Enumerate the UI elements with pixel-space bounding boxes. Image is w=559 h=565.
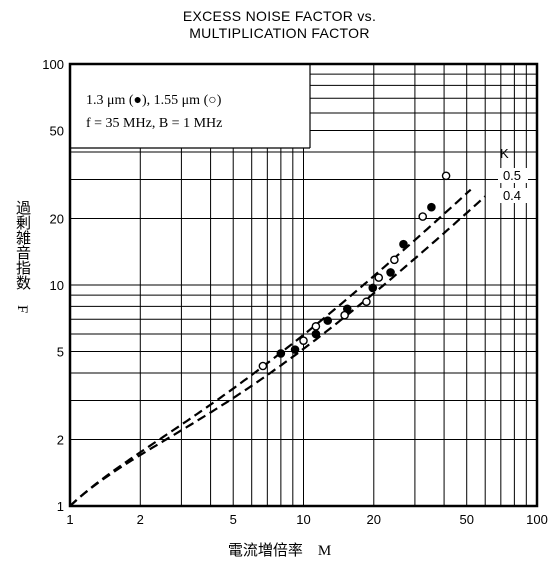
data-point-open	[374, 273, 384, 282]
legend-line2: f = 35 MHz, B = 1 MHz	[86, 116, 222, 131]
x-tick-label: 100	[526, 512, 548, 527]
data-point-open	[418, 212, 428, 221]
data-point-open	[362, 297, 371, 307]
data-point-filled	[368, 283, 378, 293]
x-tick-label: 50	[459, 512, 473, 527]
y-tick-label: 50	[50, 124, 64, 139]
y-tick-label: 2	[57, 432, 64, 447]
theory-curve-0-5	[69, 188, 472, 507]
data-point-filled	[323, 316, 333, 325]
data-point-open	[390, 255, 399, 265]
data-point-filled	[399, 239, 408, 249]
theory-curve-0-4	[69, 195, 486, 507]
y-tick-label: 10	[50, 278, 64, 293]
x-axis-label: 電流増倍率 M	[227, 543, 332, 559]
curve-label-bg	[498, 188, 528, 203]
y-tick-label: 20	[50, 211, 64, 226]
curve-label-0-4: 0.4	[503, 188, 521, 203]
x-tick-label: 5	[230, 512, 237, 527]
data-point-filled	[276, 349, 286, 358]
y-tick-label: 100	[42, 57, 64, 72]
data-point-filled	[386, 268, 395, 277]
data-point-open	[258, 361, 268, 371]
data-point-filled	[427, 202, 436, 212]
plot-frame	[68, 62, 539, 508]
data-point-open	[340, 310, 349, 320]
curve-header-label: K	[500, 146, 509, 161]
curve-label-0-5: 0.5	[503, 168, 521, 183]
data-point-open	[299, 336, 308, 345]
curve-label-bg	[498, 168, 528, 183]
x-tick-label: 2	[137, 512, 144, 527]
y-tick-label: 5	[57, 345, 64, 360]
x-tick-label: 20	[367, 512, 381, 527]
data-point-open	[311, 322, 321, 331]
x-tick-label: 10	[296, 512, 310, 527]
y-tick-label: 1	[57, 499, 64, 514]
data-point-filled	[290, 345, 300, 354]
x-tick-label: 1	[66, 512, 73, 527]
data-point-filled	[311, 329, 321, 339]
chart-title-line2: MULTIPLICATION FACTOR	[189, 25, 370, 41]
chart-title-line1: EXCESS NOISE FACTOR vs.	[182, 8, 377, 24]
y-axis-label: 過剰雑音指数 F	[14, 200, 30, 314]
data-point-open	[441, 171, 451, 181]
legend-line1: 1.3 μm (●), 1.55 μm (○)	[86, 93, 222, 108]
